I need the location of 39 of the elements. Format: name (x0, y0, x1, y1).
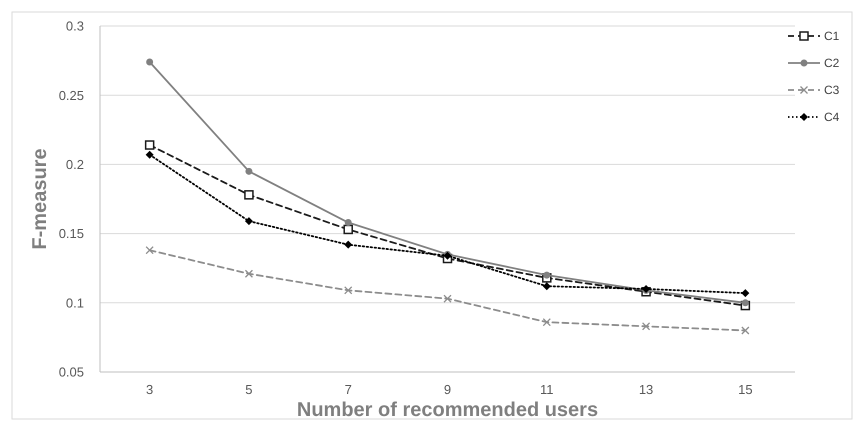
x-tick-label: 11 (540, 382, 554, 397)
point (244, 190, 254, 200)
point (343, 224, 353, 234)
y-tick-label: 0.25 (58, 88, 84, 103)
x-tick-label: 7 (344, 382, 352, 397)
point (144, 140, 154, 150)
point (642, 322, 650, 330)
point (741, 289, 750, 298)
point (245, 168, 252, 175)
point (244, 217, 253, 226)
y-tick-label: 0.3 (66, 18, 84, 34)
x-tick-label: 9 (444, 382, 452, 397)
legend-label: C1 (824, 29, 840, 44)
y-axis-title: F-measure (29, 148, 51, 250)
legend-label: C2 (824, 56, 840, 70)
point (543, 272, 550, 279)
legend-label: C3 (824, 83, 840, 98)
point (443, 294, 452, 303)
point (344, 286, 352, 294)
y-tick-label: 0.2 (66, 156, 84, 172)
point (742, 299, 749, 306)
point (741, 326, 750, 335)
x-tick-label: 5 (245, 382, 253, 397)
point (244, 270, 254, 278)
x-axis-title: Number of recommended users (296, 399, 598, 421)
x-tick-label: 13 (638, 382, 654, 397)
point (542, 282, 551, 290)
y-tick-label: 0.05 (58, 364, 84, 380)
point (145, 246, 154, 254)
point (146, 58, 154, 66)
point (344, 219, 352, 226)
legend-label: C4 (824, 110, 840, 124)
point (146, 150, 154, 159)
x-tick-label: 15 (738, 382, 753, 397)
x-tick-label: 3 (146, 382, 154, 397)
point (344, 240, 352, 249)
y-tick-label: 0.1 (66, 295, 84, 310)
point (542, 318, 551, 326)
y-tick-label: 0.15 (58, 226, 84, 242)
